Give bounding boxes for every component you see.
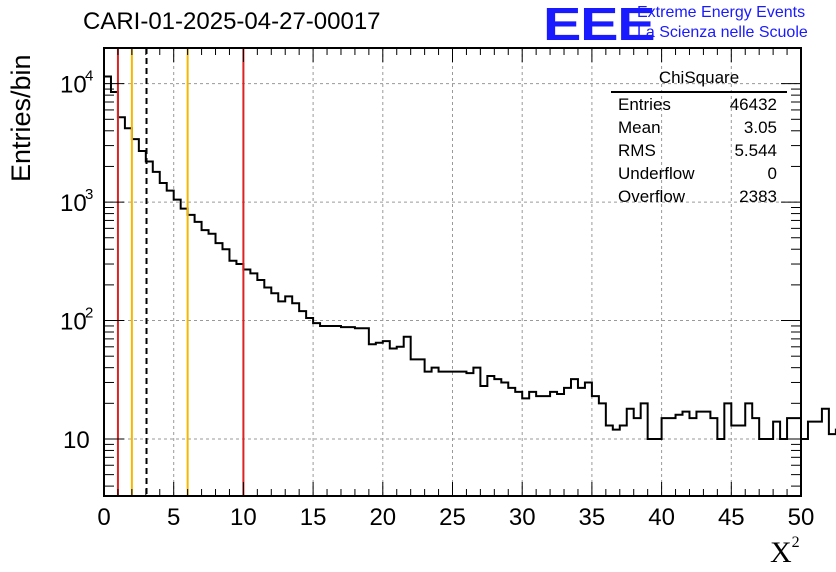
stats-row: Entries 46432 xyxy=(611,93,777,116)
y-tick-exponent: 4 xyxy=(85,68,93,85)
stats-label: Entries xyxy=(618,95,671,114)
x-tick-label: 20 xyxy=(369,504,396,531)
y-tick-label: 10 xyxy=(60,190,87,217)
y-axis-label: Entries/bin xyxy=(6,54,36,182)
y-tick-label: 10 xyxy=(63,427,90,454)
marker-lines xyxy=(116,48,245,496)
stats-box: ChiSquare Entries 46432 Mean 3.05 RMS 5.544… xyxy=(611,68,787,208)
stats-label: Underflow xyxy=(618,164,695,183)
x-tick-label: 40 xyxy=(648,504,675,531)
eee-logo: EEE xyxy=(543,0,656,50)
stats-value: 5.544 xyxy=(734,141,777,160)
stats-label: RMS xyxy=(618,141,656,160)
stats-value: 3.05 xyxy=(743,118,777,137)
x-tick-label: 30 xyxy=(509,504,536,531)
axis-ticks xyxy=(103,47,802,496)
x-tick-label: 35 xyxy=(579,504,606,531)
x-tick-label: 0 xyxy=(97,504,110,531)
stats-value: 0 xyxy=(767,164,777,183)
stats-title: ChiSquare xyxy=(611,68,787,93)
y-tick-label: 10 xyxy=(60,72,87,99)
x-axis-label: X2 xyxy=(770,534,800,570)
x-tick-label: 45 xyxy=(718,504,745,531)
x-tick-label: 15 xyxy=(300,504,327,531)
stats-value: 2383 xyxy=(739,187,777,206)
x-axis-label-base: X xyxy=(770,536,792,569)
chart-title: CARI-01-2025-04-27-00017 xyxy=(83,8,381,35)
logo-line-2: La Scienza nelle Scuole xyxy=(637,24,808,41)
logo-line-1: Extreme Energy Events xyxy=(637,4,806,21)
stats-row: RMS 5.544 xyxy=(611,139,777,162)
x-tick-label: 50 xyxy=(788,504,815,531)
stats-row: Underflow 0 xyxy=(611,162,777,185)
stats-label: Mean xyxy=(618,118,661,137)
y-tick-label: 10 xyxy=(60,309,87,336)
stats-value: 46432 xyxy=(729,95,777,114)
x-tick-label: 10 xyxy=(230,504,257,531)
stats-row: Mean 3.05 xyxy=(611,116,777,139)
stats-label: Overflow xyxy=(618,187,686,206)
y-tick-exponent: 2 xyxy=(85,305,93,322)
x-axis-label-exponent: 2 xyxy=(791,534,800,551)
stats-row: Overflow 2383 xyxy=(611,185,777,208)
x-tick-label: 5 xyxy=(167,504,180,531)
y-tick-exponent: 3 xyxy=(85,186,93,203)
x-tick-label: 25 xyxy=(439,504,466,531)
